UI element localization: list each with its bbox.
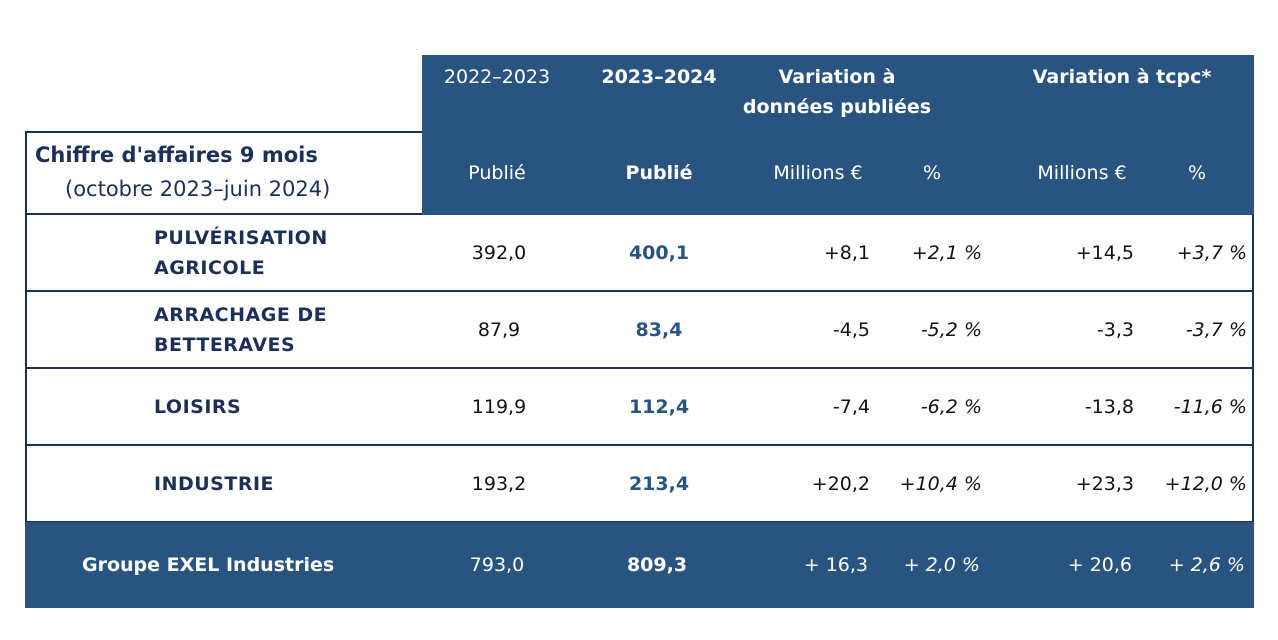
subheader-pct-tcpc: % (1187, 162, 1207, 184)
header-variation-published-l2: données publiées (742, 96, 932, 118)
total-row: Groupe EXEL Industries 793,0 809,3 + 16,… (25, 522, 1254, 608)
segment-label: INDUSTRIE (154, 469, 274, 499)
subheader-pct-published: % (922, 162, 942, 184)
cell-var-pct: +2,1 % (911, 242, 982, 264)
cell-2023: 213,4 (628, 473, 690, 495)
cell-tcpc-millions: +23,3 (1075, 473, 1134, 495)
table-row: PULVÉRISATION AGRICOLE 392,0 400,1 +8,1 … (25, 215, 1254, 292)
subheader-publie-2022: Publié (468, 162, 526, 184)
cell-var-millions: +8,1 (823, 242, 870, 264)
segment-label: ARRACHAGE DE BETTERAVES (154, 300, 327, 360)
total-label: Groupe EXEL Industries (82, 554, 335, 576)
segment-label-line1: INDUSTRIE (154, 473, 274, 495)
cell-var-pct: -5,2 % (920, 319, 982, 341)
segment-label-line1: ARRACHAGE DE (154, 304, 328, 326)
header-variation-published-l1: Variation à (778, 66, 896, 88)
total-var-millions: + 16,3 (803, 554, 868, 576)
cell-tcpc-millions: +14,5 (1075, 242, 1134, 264)
cell-var-pct: +10,4 % (899, 473, 982, 495)
cell-tcpc-pct: -11,6 % (1173, 396, 1247, 418)
subheader-millions-tcpc: Millions € (1037, 162, 1127, 184)
table-row: INDUSTRIE 193,2 213,4 +20,2 +10,4 % +23,… (25, 446, 1254, 523)
total-var-pct: + 2,0 % (903, 554, 980, 576)
total-tcpc-pct: + 2,6 % (1168, 554, 1245, 576)
cell-2022: 193,2 (471, 473, 527, 495)
header-2022: 2022–2023 (443, 66, 551, 88)
cell-var-millions: -4,5 (832, 319, 870, 341)
table-title: Chiffre d'affaires 9 mois (35, 143, 318, 167)
table-period: (octobre 2023–juin 2024) (65, 177, 331, 201)
cell-tcpc-pct: -3,7 % (1185, 319, 1247, 341)
total-2022: 793,0 (469, 554, 525, 576)
segment-label-line2: BETTERAVES (154, 334, 296, 356)
subheader-publie-2023: Publié (625, 162, 693, 184)
cell-2023: 112,4 (628, 396, 690, 418)
subheader-millions-published: Millions € (773, 162, 863, 184)
total-tcpc-millions: + 20,6 (1067, 554, 1132, 576)
table-title-box: Chiffre d'affaires 9 mois (octobre 2023–… (25, 131, 422, 215)
header-variation-tcpc: Variation à tcpc* (1032, 66, 1212, 88)
cell-2022: 119,9 (471, 396, 527, 418)
cell-2022: 392,0 (471, 242, 527, 264)
cell-tcpc-millions: -3,3 (1096, 319, 1134, 341)
cell-tcpc-pct: +3,7 % (1176, 242, 1247, 264)
cell-tcpc-millions: -13,8 (1084, 396, 1134, 418)
cell-tcpc-pct: +12,0 % (1164, 473, 1247, 495)
header-2023: 2023–2024 (601, 66, 717, 88)
cell-var-millions: -7,4 (832, 396, 870, 418)
cell-2022: 87,9 (477, 319, 521, 341)
segment-label-line2: AGRICOLE (154, 257, 266, 279)
table-row: LOISIRS 119,9 112,4 -7,4 -6,2 % -13,8 -1… (25, 369, 1254, 446)
cell-var-millions: +20,2 (811, 473, 870, 495)
cell-2023: 400,1 (628, 242, 690, 264)
cell-var-pct: -6,2 % (920, 396, 982, 418)
cell-2023: 83,4 (635, 319, 683, 341)
segment-label: PULVÉRISATION AGRICOLE (154, 223, 328, 283)
segment-label-line1: PULVÉRISATION (154, 227, 328, 249)
table-row: ARRACHAGE DE BETTERAVES 87,9 83,4 -4,5 -… (25, 292, 1254, 369)
segment-label: LOISIRS (154, 392, 241, 422)
total-2023: 809,3 (626, 554, 688, 576)
segment-label-line1: LOISIRS (154, 396, 242, 418)
header-band: 2022–2023 2023–2024 Variation à données … (422, 55, 1254, 215)
